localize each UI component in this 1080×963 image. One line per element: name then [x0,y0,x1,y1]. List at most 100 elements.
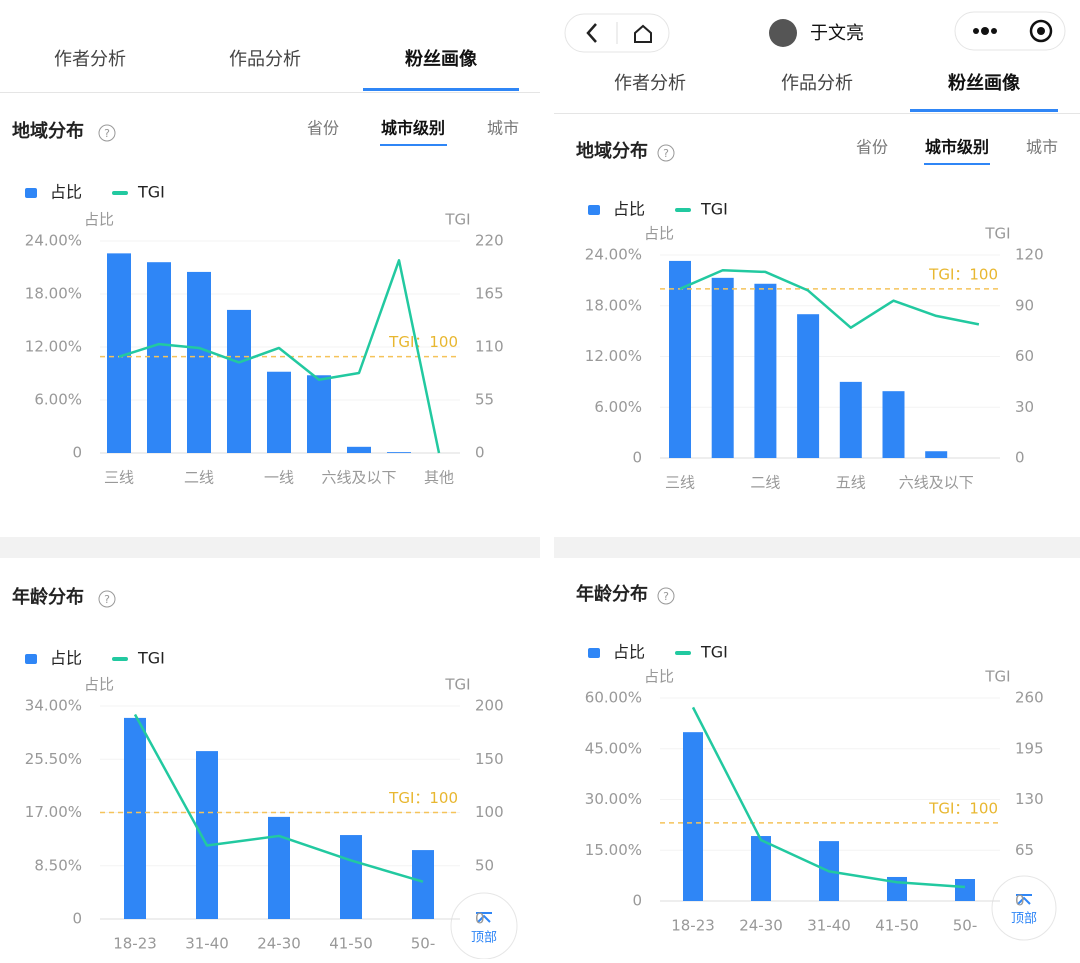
x-tick-label: 18-23 [671,917,715,935]
help-icon[interactable] [98,590,116,608]
section-title: 地域分布 [576,140,648,162]
legend-swatch [25,654,37,664]
subtab-active[interactable]: 城市级别 [381,119,445,138]
subtab-active[interactable]: 城市级别 [925,138,989,157]
section-title: 年龄分布 [576,583,648,605]
y2-tick-label: 0 [475,910,485,928]
y-tick-label: 34.00% [25,697,82,715]
y-axis-title: 占比 [84,676,114,694]
help-icon[interactable] [98,124,116,142]
bar [187,271,211,453]
reference-label: TGI：100 [388,333,458,351]
tab-active[interactable]: 粉丝画像 [405,48,478,70]
help-icon[interactable] [657,587,675,605]
y-tick-label: 12.00% [25,338,82,356]
subtab[interactable]: 省份 [856,138,888,157]
legend-label: 占比 [613,200,645,219]
y-tick-label: 60.00% [585,689,642,707]
legend-label: 占比 [613,643,645,662]
tab[interactable]: 作品分析 [781,73,853,94]
help-icon[interactable] [657,144,675,162]
y2-axis-title: TGI [984,225,1010,243]
y2-tick-label: 0 [1015,892,1025,910]
y-tick-label: 0 [632,892,642,910]
legend-label: TGI [700,200,728,219]
tab-underline [363,88,519,91]
top-label: 顶部 [471,931,497,946]
y2-tick-label: 110 [475,338,504,356]
y-tick-label: 0 [72,444,82,462]
legend-label: 占比 [50,649,82,668]
legend-label: TGI [700,643,728,662]
section-gap [0,537,540,558]
menu-dot [981,27,989,35]
y-tick-label: 6.00% [594,398,642,416]
y2-tick-label: 165 [475,285,504,303]
y-tick-label: 6.00% [34,391,82,409]
x-tick-label: 一线 [264,469,294,487]
subtab[interactable]: 城市 [1026,138,1058,157]
tab[interactable]: 作品分析 [229,49,301,70]
x-tick-label: 二线 [184,469,214,487]
tab-active[interactable]: 粉丝画像 [948,72,1021,94]
y2-axis-title: TGI [444,211,470,229]
divider [554,113,1080,114]
menu-dot[interactable] [973,28,979,34]
tab-underline [910,109,1058,112]
y-tick-label: 18.00% [25,285,82,303]
subtab-underline [924,163,990,165]
home-button[interactable] [634,24,652,43]
tgi-line [133,713,424,883]
x-tick-label: 其他 [424,469,454,487]
reference-label: TGI：100 [928,265,998,283]
help-icon: ? [104,593,110,606]
bar [147,262,171,453]
x-tick-label: 41-50 [329,935,373,953]
subtab[interactable]: 省份 [307,119,339,138]
tab[interactable]: 作者分析 [54,49,126,70]
subtab[interactable]: 城市 [487,119,519,138]
bar [267,371,291,453]
y2-tick-label: 0 [1015,449,1025,467]
y-tick-label: 30.00% [585,790,642,808]
top-button[interactable] [991,875,1057,941]
y2-tick-label: 50 [475,856,494,874]
y2-tick-label: 30 [1015,398,1034,416]
y2-tick-label: 220 [475,232,504,250]
legend-swatch [588,648,600,658]
legend-label: TGI [137,649,165,668]
bar [196,751,218,919]
x-tick-label: 24-30 [739,917,783,935]
x-tick-label: 41-50 [875,917,919,935]
close-button[interactable] [1029,19,1053,43]
section-gap [554,537,1080,558]
tab[interactable]: 作者分析 [614,73,686,94]
y2-tick-label: 55 [475,391,494,409]
close-button [1037,27,1045,35]
y-tick-label: 17.00% [25,803,82,821]
x-tick-label: 18-23 [113,935,157,953]
y2-tick-label: 195 [1015,739,1044,757]
bar [754,283,777,458]
help-icon: ? [104,127,110,140]
x-tick-label: 24-30 [257,935,301,953]
bar [340,835,362,919]
bar [387,452,411,453]
y-tick-label: 24.00% [25,232,82,250]
reference-label: TGI：100 [928,799,998,817]
top-icon [1016,894,1032,905]
y2-axis-title: TGI [984,668,1010,686]
subtab-underline [380,144,447,146]
y-axis-title: 占比 [84,211,114,229]
top-icon [476,912,492,923]
bar [124,717,146,919]
x-tick-label: 二线 [750,474,780,492]
menu-capsule [954,11,1066,51]
legend-swatch [675,208,691,212]
back-button[interactable] [586,23,597,43]
y-tick-label: 8.50% [34,856,82,874]
bar [669,260,691,458]
y2-tick-label: 120 [1015,246,1044,264]
top-label: 顶部 [1011,912,1037,927]
tgi-line [679,268,980,329]
